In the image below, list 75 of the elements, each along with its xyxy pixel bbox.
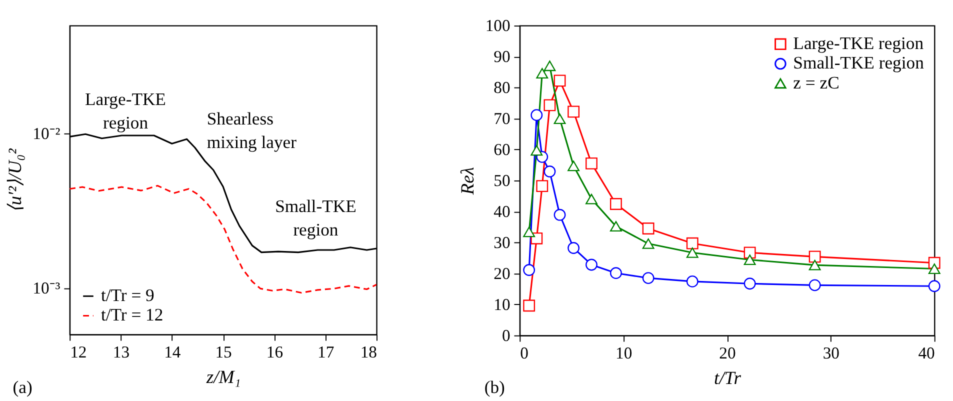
y-axis-title: ⟨u′²⟩/U₀² — [4, 148, 26, 212]
point — [523, 264, 536, 276]
y-tick-label: 60 — [494, 140, 510, 159]
point — [544, 60, 556, 72]
y-tick-label: 50 — [494, 170, 510, 190]
point — [586, 194, 598, 204]
point — [544, 166, 556, 178]
y-tick-label: 20 — [494, 264, 510, 283]
point — [610, 198, 622, 210]
y-tick-label: 10⁻² — [32, 124, 60, 143]
x-tick-label: 17 — [318, 342, 334, 362]
y-tick-label: 70 — [494, 108, 510, 128]
annotation: Small-TKE region — [275, 196, 356, 240]
point — [544, 99, 556, 112]
point — [642, 272, 654, 284]
y-tick-label: 80 — [494, 78, 510, 97]
x-tick-label: 13 — [112, 342, 130, 362]
point — [536, 68, 548, 78]
point — [642, 222, 654, 234]
point — [610, 221, 622, 232]
point — [523, 300, 536, 312]
legend-label: Small-TKE region — [793, 52, 924, 73]
point — [808, 260, 821, 270]
y-tick-label: 30 — [494, 232, 510, 252]
legend-label: Large-TKE region — [793, 33, 924, 54]
y-tick-label: 100 — [485, 16, 510, 35]
y-tick-label: 90 — [494, 46, 510, 66]
point — [744, 278, 756, 290]
x-tick-label: 15 — [215, 342, 232, 362]
y-tick-label: 40 — [494, 202, 510, 221]
point — [642, 238, 654, 249]
x-tick-label: 18 — [360, 342, 377, 362]
point — [568, 106, 580, 118]
point — [554, 114, 566, 124]
point — [928, 280, 940, 292]
y-tick-label: 10 — [494, 294, 510, 314]
text: (a) — [12, 377, 32, 398]
point — [610, 267, 622, 280]
point — [530, 145, 543, 156]
point — [744, 246, 756, 259]
x-tick-label: 16 — [266, 342, 284, 362]
point — [586, 258, 598, 271]
point — [530, 109, 543, 122]
point — [928, 264, 940, 274]
point — [808, 250, 821, 263]
point — [536, 180, 548, 192]
point — [568, 242, 580, 254]
x-tick-label: 30 — [822, 343, 840, 362]
y-tick-label: 0 — [502, 326, 510, 345]
point — [686, 237, 698, 250]
point — [586, 157, 598, 170]
legend-label: t/Tr = 9 — [100, 285, 155, 306]
point — [744, 254, 756, 266]
text: (b) — [484, 377, 506, 398]
y-tick-label: 10⁻³ — [32, 278, 60, 298]
point — [523, 226, 536, 238]
x-tick-label: 12 — [70, 342, 87, 362]
x-axis-title: t/Tr — [714, 368, 742, 389]
point — [554, 208, 566, 221]
legend-label: t/Tr = 12 — [100, 304, 164, 325]
x-tick-label: 10 — [615, 343, 632, 362]
point — [686, 247, 698, 258]
point — [568, 160, 580, 172]
legend-label: z = zC — [793, 72, 840, 92]
point — [686, 276, 698, 288]
x-tick-label: 14 — [164, 342, 182, 362]
x-tick-label: 0 — [520, 343, 528, 362]
x-axis-title: z/M₁ — [205, 366, 241, 388]
point — [808, 279, 821, 292]
x-tick-label: 40 — [918, 343, 935, 362]
x-tick-label: 20 — [719, 343, 736, 362]
y-axis-title: Reλ — [458, 167, 479, 196]
annotation: Large-TKE region — [85, 88, 166, 132]
annotation: Shearless mixing layer — [206, 108, 297, 152]
point — [554, 74, 566, 87]
